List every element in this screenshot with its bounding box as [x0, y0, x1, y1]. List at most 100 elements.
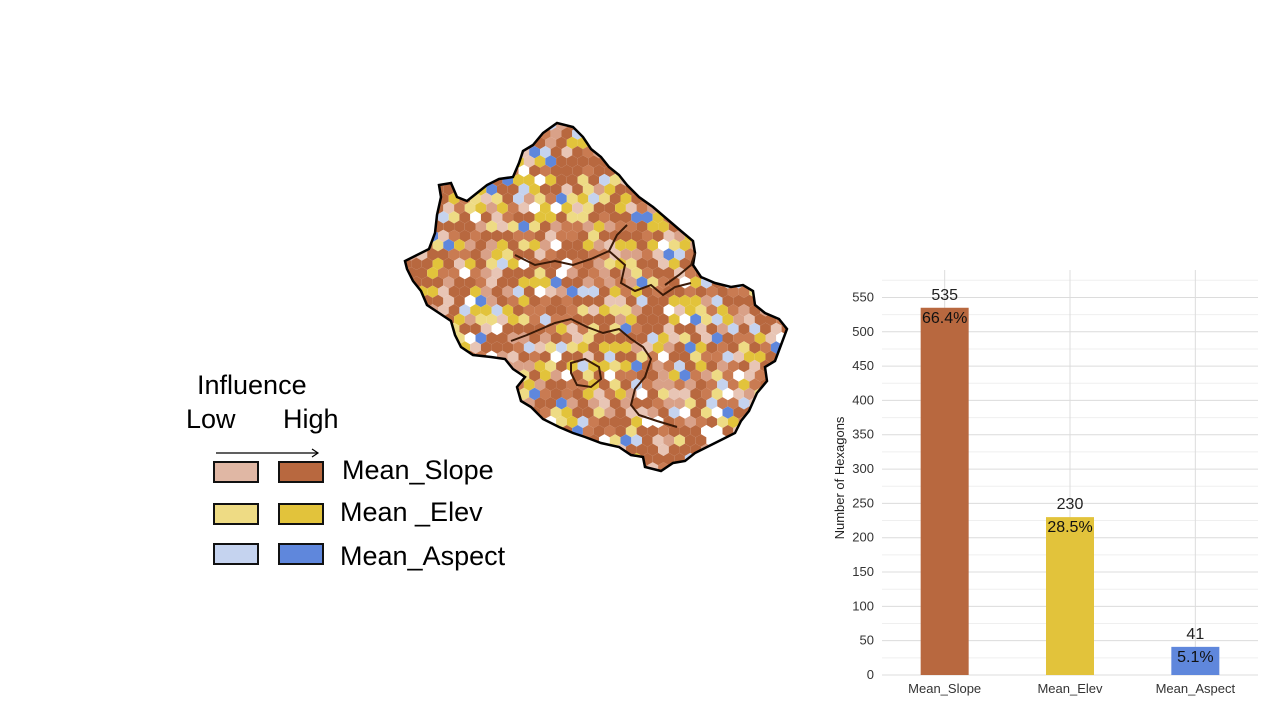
hexagon-cell [513, 434, 524, 447]
hexagon-cell [723, 115, 734, 121]
hexagon-cell [566, 452, 578, 466]
hexagon-cell [411, 164, 422, 177]
hexagon-cell [486, 332, 497, 345]
hexagon-cell [679, 313, 691, 326]
hexagon-cell [405, 211, 406, 224]
hexagon-cell [652, 452, 664, 466]
hexagon-cell [577, 341, 589, 354]
hexagon-cell [566, 304, 578, 317]
hexagon-cell [529, 332, 540, 345]
hexagon-cell [593, 425, 605, 438]
hexagon-cell [609, 136, 621, 150]
hexagon-cell [738, 211, 750, 224]
hexagon-cell [722, 146, 734, 159]
hexagon-cell [717, 452, 728, 466]
hexagon-cell [684, 211, 696, 224]
hexagon-cell [690, 164, 702, 177]
hexagon-cell [711, 462, 723, 471]
hexagon-cell [518, 220, 530, 233]
hexagon-cell [787, 313, 795, 325]
hexagon-cell [609, 285, 621, 298]
hexagon-cell [497, 332, 508, 345]
hexagon-cell [405, 341, 417, 354]
hexagon-cell [561, 276, 573, 289]
hexagon-cell [658, 127, 669, 140]
hexagon-cell [497, 462, 508, 471]
hexagon-cell [497, 164, 508, 177]
hexagon-cell [411, 294, 422, 308]
hexagon-cell [695, 155, 707, 168]
hexagon-cell [706, 136, 718, 150]
hexagon-cell [776, 239, 787, 252]
hexagon-cell [679, 127, 691, 140]
hexagon-cell [416, 397, 428, 410]
hexagon-cell [620, 285, 632, 298]
hexagon-cell [405, 211, 417, 224]
hexagon-cell [652, 173, 664, 187]
bar-mean-aspect [1171, 646, 1220, 675]
hexagon-cell [615, 425, 626, 438]
hexagon-cell [577, 304, 589, 317]
hexagon-cell [738, 322, 750, 336]
hexagon-cell [609, 415, 621, 429]
hexagon-cell [540, 239, 551, 252]
hexagon-cell [454, 164, 465, 177]
hexagon-cell [674, 285, 685, 298]
hexagon-cell [523, 378, 535, 391]
hexagon-cell [792, 118, 795, 130]
hexagon-cell [738, 397, 750, 410]
hexagon-cell [588, 155, 599, 168]
hexagon-cell [738, 434, 750, 447]
hexagon-cell [561, 462, 573, 471]
hexagon-cell [529, 369, 540, 382]
hexagon-cell [475, 257, 487, 270]
hexagon-cell [438, 229, 449, 243]
hexagon-cell [411, 201, 422, 215]
hexagon-cell [733, 443, 744, 456]
hexagon-cell [781, 136, 787, 150]
hexagon-cell [545, 452, 557, 466]
hexagon-cell [550, 201, 562, 215]
hexagon-cell [669, 115, 680, 121]
hexagon-cell [642, 155, 653, 168]
hexagon-cell [760, 322, 771, 336]
hexagon-cell [652, 155, 664, 168]
hexagon-cell [711, 294, 723, 308]
hexagon-cell [711, 313, 723, 326]
hexagon-cell [540, 146, 551, 159]
hexagon-cell [765, 239, 777, 252]
bar-percent-label: 66.4% [922, 310, 967, 327]
hexagon-cell [738, 304, 750, 317]
hexagon-cell [405, 229, 417, 243]
hexagon-cell [572, 276, 583, 289]
hexagon-cell [631, 266, 642, 280]
legend-label-elev: Mean _Elev [340, 497, 483, 527]
hexagon-cell [658, 387, 669, 401]
hexagon-cell [438, 123, 449, 131]
hexagon-cell [534, 378, 546, 391]
hexagon-cell [609, 211, 621, 224]
hexagon-cell [582, 369, 594, 382]
hexagon-cell [620, 155, 632, 168]
hexagon-cell [674, 378, 685, 391]
hexagon-cell [609, 434, 621, 447]
hexagon-cell [454, 257, 465, 270]
hexagon-cell [615, 387, 626, 401]
hexagon-cell [609, 322, 621, 336]
hexagon-cell [540, 462, 551, 471]
hexagon-cell [421, 220, 433, 233]
hexagon-cell [679, 406, 691, 419]
hexagon-cell [502, 123, 514, 131]
hexagon-cell [599, 397, 610, 410]
hexagon-cell [513, 266, 524, 280]
hexagon-cell [711, 350, 723, 363]
hexagon-cell [727, 304, 739, 317]
hexagon-cell [448, 123, 460, 131]
hexagon-cell [502, 378, 514, 391]
hexagon-cell [405, 136, 417, 150]
hexagon-cell [776, 257, 787, 270]
hexagon-cell [567, 472, 578, 484]
hexagon-cell [523, 285, 535, 298]
hexagon-cell [636, 443, 648, 456]
hexagon-cell [781, 359, 787, 373]
